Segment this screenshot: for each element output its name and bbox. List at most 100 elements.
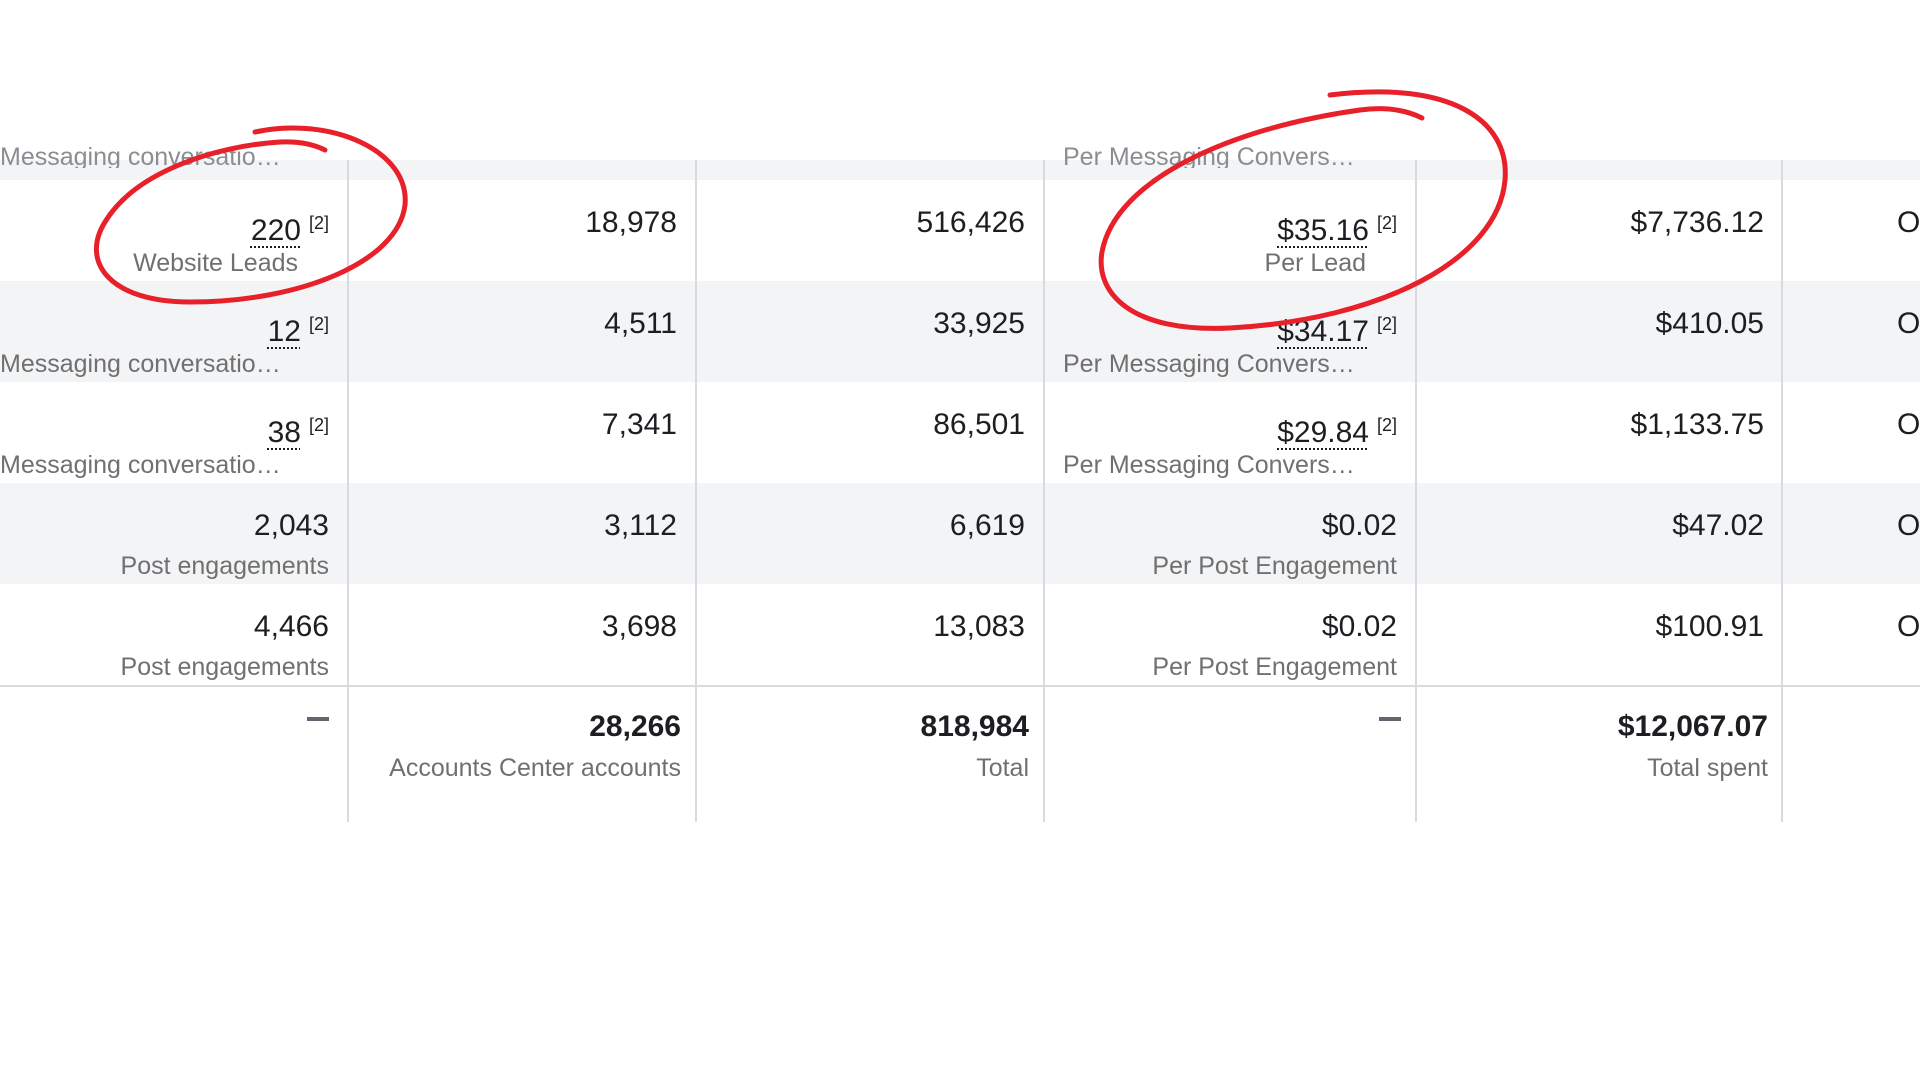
impressions-value: 86,501 (933, 408, 1025, 441)
cost-cell: $34.17 [2] Per Messaging Convers… (1045, 281, 1397, 382)
empty-total-dash (1379, 717, 1401, 721)
spent-value: $100.91 (1655, 610, 1764, 643)
spent-cell: $7,736.12 (1417, 180, 1764, 281)
spent-total-value: $12,067.07 (1617, 710, 1768, 743)
table-row[interactable]: 220 [2] Website Leads 18,978 516,426 $35.… (0, 180, 1920, 281)
reach-cell: 3,112 (349, 483, 677, 584)
spent-value: $47.02 (1672, 509, 1764, 542)
spent-total-cell: $12,067.07 Total spent (1417, 687, 1768, 822)
next-column-value: O (1897, 206, 1920, 239)
next-column-value: O (1897, 307, 1920, 340)
cost-value[interactable]: $35.16 (1277, 214, 1369, 247)
header-results-subtitle: Messaging conversatio… (0, 143, 281, 168)
cost-type: Per Messaging Convers… (1063, 451, 1355, 479)
results-cell: 38 [2] Messaging conversatio… (0, 382, 329, 483)
reach-cell: 4,511 (349, 281, 677, 382)
results-type: Website Leads (133, 249, 298, 277)
spent-cell: $47.02 (1417, 483, 1764, 584)
results-cell: 2,043 Post engagements (0, 483, 329, 584)
table-row[interactable]: 38 [2] Messaging conversatio… 7,341 86,50… (0, 382, 1920, 483)
cost-value[interactable]: $34.17 (1277, 315, 1369, 348)
impressions-cell: 13,083 (697, 584, 1025, 685)
column-divider (1415, 160, 1417, 822)
column-divider (695, 160, 697, 822)
results-type: Post engagements (120, 552, 329, 580)
cost-type: Per Post Engagement (1152, 552, 1397, 580)
cost-cell: $35.16 [2] Per Lead (1045, 180, 1397, 281)
reach-value: 4,511 (604, 307, 677, 340)
spent-cell: $410.05 (1417, 281, 1764, 382)
results-value[interactable]: 220 (250, 214, 301, 247)
column-divider (347, 160, 349, 822)
reach-value: 7,341 (601, 408, 677, 441)
results-cell: 220 [2] Website Leads (0, 180, 329, 281)
cost-cell: $0.02 Per Post Engagement (1045, 483, 1397, 584)
footnote-marker: [2] (1376, 213, 1397, 233)
cost-value[interactable]: $29.84 (1277, 416, 1369, 449)
reach-total-label: Accounts Center accounts (389, 754, 681, 782)
impressions-total-label: Total (976, 754, 1029, 782)
next-column-value: O (1897, 509, 1920, 542)
footnote-marker: [2] (308, 415, 329, 435)
next-column-value: O (1897, 408, 1920, 441)
impressions-total-value: 818,984 (920, 710, 1029, 743)
cost-cell: $0.02 Per Post Engagement (1045, 584, 1397, 685)
results-cell: 4,466 Post engagements (0, 584, 329, 685)
results-value[interactable]: 38 (267, 416, 301, 449)
results-cell: 12 [2] Messaging conversatio… (0, 281, 329, 382)
spent-value: $1,133.75 (1630, 408, 1764, 441)
reach-value: 3,698 (601, 610, 677, 643)
reach-cell: 3,698 (349, 584, 677, 685)
impressions-cell: 33,925 (697, 281, 1025, 382)
spent-total-label: Total spent (1647, 754, 1768, 782)
reach-value: 18,978 (585, 206, 677, 239)
results-value[interactable]: 12 (267, 315, 301, 348)
footnote-marker: [2] (1376, 314, 1397, 334)
cost-type: Per Messaging Convers… (1063, 350, 1355, 378)
reach-cell: 18,978 (349, 180, 677, 281)
table-header-strip: Messaging conversatio… Per Messaging Con… (0, 143, 1920, 180)
next-column-value: O (1897, 610, 1920, 643)
empty-total-dash (307, 717, 329, 721)
spent-cell: $1,133.75 (1417, 382, 1764, 483)
table-row[interactable]: 4,466 Post engagements 3,698 13,083 $0.0… (0, 584, 1920, 685)
impressions-cell: 516,426 (697, 180, 1025, 281)
cost-value: $0.02 (1321, 509, 1397, 542)
table-row[interactable]: 12 [2] Messaging conversatio… 4,511 33,92… (0, 281, 1920, 382)
footnote-marker: [2] (308, 314, 329, 334)
reach-value: 3,112 (604, 509, 677, 542)
impressions-value: 516,426 (916, 206, 1025, 239)
spent-value: $7,736.12 (1630, 206, 1764, 239)
footnote-marker: [2] (1376, 415, 1397, 435)
results-type: Messaging conversatio… (0, 350, 281, 378)
totals-row: 28,266 Accounts Center accounts 818,984 … (0, 687, 1920, 822)
impressions-value: 13,083 (933, 610, 1025, 643)
results-total-cell (0, 687, 329, 822)
results-value: 4,466 (253, 610, 329, 643)
cost-type: Per Post Engagement (1152, 653, 1397, 681)
totals-divider (0, 685, 1920, 687)
table-row[interactable]: 2,043 Post engagements 3,112 6,619 $0.02… (0, 483, 1920, 584)
spent-cell: $100.91 (1417, 584, 1764, 685)
cost-cell: $29.84 [2] Per Messaging Convers… (1045, 382, 1397, 483)
header-cost-subtitle: Per Messaging Convers… (1063, 143, 1355, 168)
impressions-cell: 6,619 (697, 483, 1025, 584)
results-type: Post engagements (120, 653, 329, 681)
impressions-value: 6,619 (949, 509, 1025, 542)
cost-total-cell (1045, 687, 1401, 822)
reach-cell: 7,341 (349, 382, 677, 483)
results-value: 2,043 (253, 509, 329, 542)
impressions-value: 33,925 (933, 307, 1025, 340)
impressions-cell: 86,501 (697, 382, 1025, 483)
reach-total-value[interactable]: 28,266 (589, 710, 681, 743)
footnote-marker: [2] (308, 213, 329, 233)
cost-type: Per Lead (1264, 249, 1366, 277)
cost-value: $0.02 (1321, 610, 1397, 643)
column-divider (1043, 160, 1045, 822)
impressions-total-cell: 818,984 Total (697, 687, 1029, 822)
column-divider (1781, 160, 1783, 822)
reach-total-cell: 28,266 Accounts Center accounts (349, 687, 681, 822)
spent-value: $410.05 (1655, 307, 1764, 340)
results-type: Messaging conversatio… (0, 451, 281, 479)
